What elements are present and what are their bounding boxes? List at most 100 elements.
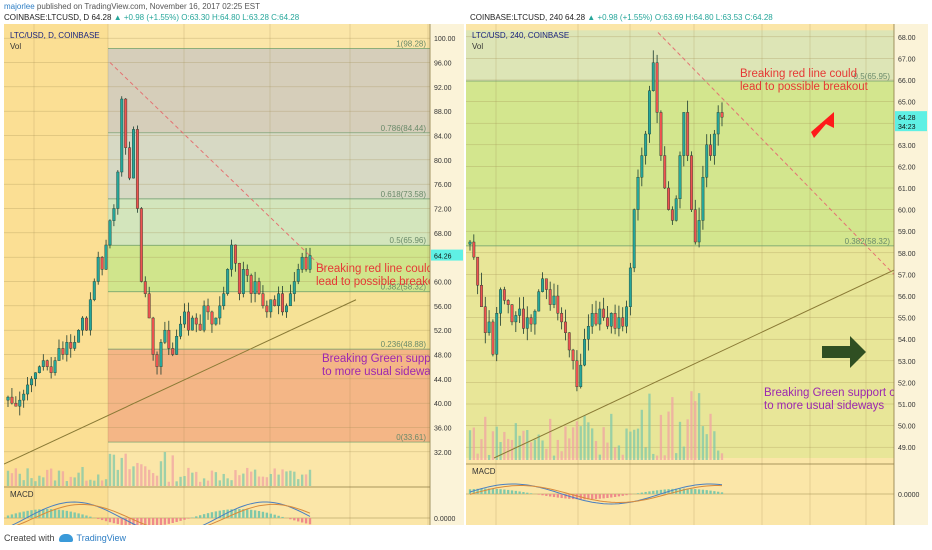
macd-histogram-bar [148,518,151,525]
volume-bar [65,481,69,486]
volume-legend-label: Vol [10,42,21,51]
macd-histogram-bar [108,518,112,523]
candle-body [510,304,514,323]
candle-body [292,281,296,294]
candle-body [61,348,65,355]
macd-histogram-bar [206,513,210,518]
price-tick-label: 76.00 [434,182,452,189]
macd-histogram-bar [222,510,225,518]
volume-bar [242,473,245,486]
macd-histogram-bar [124,518,127,525]
candle-body [476,256,480,286]
macd-histogram-bar [659,489,663,494]
macd-histogram-bar [242,509,245,518]
volume-bar [277,474,280,486]
fib-level-label: 0(33.61) [396,433,426,442]
volume-bar [579,426,582,460]
macd-label: MACD [472,467,496,476]
macd-histogram-bar [289,518,292,520]
candle-body [548,289,552,305]
macd-histogram-bar [709,490,712,494]
macd-histogram-bar [640,492,643,494]
candle-body [226,269,230,294]
volume-bar [210,470,214,486]
macd-histogram-bar [300,518,304,523]
daily-chart-svg[interactable]: 1(98.28) 0.786(84.44) 0.618(73.58) 0.5(65.9… [4,24,464,525]
macd-histogram-bar [625,494,628,496]
candle-body [159,342,163,367]
volume-bar [621,454,624,460]
candle-body [537,291,541,312]
volume-bar [104,479,108,486]
candle-body [26,384,30,395]
candle-body [686,112,690,156]
macd-histogram-bar [694,489,697,494]
candle-body [155,354,159,367]
volume-bar [545,448,548,460]
volume-bar [606,442,609,460]
volume-bar [526,430,529,460]
symbol: COINBASE:LTCUSD, D [4,13,90,22]
annotation-line-2: lead to possible breakout [740,81,869,93]
price-tick-label: 57.00 [898,272,916,279]
candle-body [18,399,22,407]
volume-bar [556,439,559,460]
macd-histogram-bar [175,518,178,522]
volume-bar [155,475,159,486]
candle-body [92,281,96,300]
volume-bar [159,461,163,486]
volume-bar [10,473,14,486]
candle-body [621,317,625,327]
candle-body [257,281,261,294]
macd-histogram-bar [273,514,276,518]
candle-body [655,62,659,113]
candle-body [190,317,194,331]
volume-bar [518,435,521,460]
tradingview-brand[interactable]: TradingView [76,533,127,543]
macd-histogram-bar [261,511,265,518]
resistance-trendline [109,62,325,270]
publish-info: majorlee published on TradingView.com, N… [4,2,260,11]
macd-line [11,501,311,525]
macd-histogram-bar [120,518,123,525]
candle-body [100,256,104,270]
macd-histogram-bar [717,491,720,494]
candle-body [10,396,14,404]
candle-body [30,378,33,386]
volume-bar [269,473,272,486]
candle-body [533,310,537,325]
macd-histogram-bar [644,491,647,494]
candle-body [37,366,41,373]
ohlc-header-right: COINBASE:LTCUSD, 240 64.28 ▲ +0.98 (+1.5… [470,13,773,22]
volume-bar [690,391,693,460]
volume-bar [249,471,253,486]
volume-bar [484,416,487,460]
candle-body [147,293,151,319]
macd-histogram-bar [510,490,514,494]
fib-band [108,132,430,199]
author-name[interactable]: majorlee [4,2,35,11]
macd-histogram-bar [617,494,621,497]
volume-bar [468,430,472,460]
macd-histogram-bar [556,494,559,498]
chart-panel-daily[interactable]: 1(98.28) 0.786(84.44) 0.618(73.58) 0.5(65.9… [4,24,464,525]
candle-body [304,256,308,270]
candle-body [167,329,171,349]
chart-panel-4h[interactable]: 0.5(65.95) 0.382(58.32) Breaking red line … [466,24,928,525]
candle-body [269,299,273,313]
candle-body [198,323,202,331]
candle-body [139,208,143,282]
macd-tick-label: 0.0000 [434,516,456,523]
volume-bar [705,434,708,460]
volume-bar [514,423,517,460]
volume-bar [560,451,563,460]
macd-histogram-bar [159,518,163,525]
candle-body [575,360,579,387]
candle-body [625,306,628,327]
four-hour-chart-svg[interactable]: 0.5(65.95) 0.382(58.32) Breaking red line … [466,24,928,525]
volume-bar [85,480,88,486]
volume-bar [529,442,533,460]
candle-body [183,311,186,325]
macd-histogram-bar [720,492,724,494]
candle-body [594,313,598,325]
